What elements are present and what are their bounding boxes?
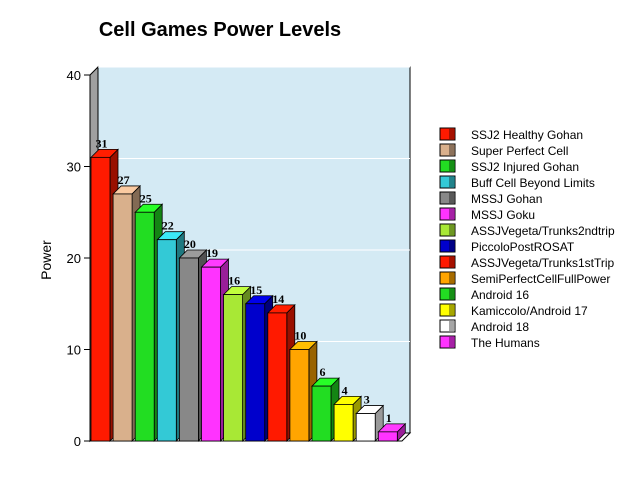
data-label: 10 <box>294 329 306 343</box>
legend-item: The Humans <box>439 335 540 350</box>
data-label: 31 <box>96 136 108 150</box>
legend-item: Super Perfect Cell <box>439 143 568 158</box>
legend-label: MSSJ Gohan <box>471 192 542 206</box>
bar <box>245 303 266 442</box>
legend-label: SSJ2 Healthy Gohan <box>471 128 583 142</box>
legend-item: PiccoloPostROSAT <box>439 239 575 254</box>
legend-swatch-shade <box>449 145 454 155</box>
data-label: 15 <box>250 283 262 297</box>
legend-item: SemiPerfectCellFullPower <box>439 271 610 286</box>
data-label: 6 <box>320 365 326 379</box>
bar-14 <box>377 422 407 442</box>
legend-label: The Humans <box>471 336 540 350</box>
bar <box>355 413 376 442</box>
bar <box>289 349 310 442</box>
chart-title: Cell Games Power Levels <box>99 19 341 41</box>
legend-item: MSSJ Gohan <box>439 191 542 206</box>
bar <box>223 294 244 442</box>
bar-12 <box>333 395 363 442</box>
legend-swatch-shade <box>449 193 454 203</box>
data-label: 16 <box>228 274 240 288</box>
data-label: 4 <box>342 383 348 397</box>
legend-swatch-shade <box>449 273 454 283</box>
legend-swatch-shade <box>449 289 454 299</box>
legend-label: SemiPerfectCellFullPower <box>471 272 610 286</box>
legend-swatch-shade <box>449 161 454 171</box>
legend-swatch-shade <box>449 129 454 139</box>
legend: SSJ2 Healthy Gohan Super Perfect Cell SSJ2… <box>439 127 615 350</box>
legend-swatch-shade <box>449 225 454 235</box>
data-label: 19 <box>206 246 218 260</box>
legend-label: Android 16 <box>471 288 529 302</box>
legend-label: SSJ2 Injured Gohan <box>471 160 579 174</box>
y-tick-label: 10 <box>67 343 81 358</box>
legend-label: MSSJ Goku <box>471 208 535 222</box>
y-tick-label: 40 <box>67 68 81 83</box>
legend-item: Android 18 <box>439 319 529 334</box>
legend-item: MSSJ Goku <box>439 207 535 222</box>
legend-item: Kamiccolo/Android 17 <box>439 303 588 318</box>
bar <box>201 266 221 442</box>
legend-label: PiccoloPostROSAT <box>471 240 575 254</box>
y-tick-label: 30 <box>67 160 81 175</box>
y-tick-label: 0 <box>74 434 81 449</box>
y-axis-label: Power <box>38 240 54 280</box>
bar <box>90 156 111 442</box>
bar <box>112 193 133 442</box>
legend-item: ASSJVegeta/Trunks1stTrip <box>439 255 615 270</box>
bar <box>311 385 332 442</box>
data-label: 3 <box>364 393 370 407</box>
legend-item: SSJ2 Healthy Gohan <box>439 127 583 142</box>
data-label: 27 <box>118 173 130 187</box>
bar <box>134 211 155 442</box>
data-label: 20 <box>184 237 196 251</box>
legend-swatch-shade <box>449 321 454 331</box>
bar <box>333 403 354 442</box>
legend-item: Buff Cell Beyond Limits <box>439 175 595 190</box>
legend-item: Android 16 <box>439 287 529 302</box>
legend-swatch-shade <box>449 209 454 219</box>
legend-swatch-shade <box>449 305 454 315</box>
data-label: 14 <box>272 292 284 306</box>
data-label: 1 <box>386 411 392 425</box>
legend-label: ASSJVegeta/Trunks1stTrip <box>471 256 615 270</box>
legend-swatch-shade <box>449 177 454 187</box>
legend-item: ASSJVegeta/Trunks2ndtrip <box>439 223 615 238</box>
legend-label: Buff Cell Beyond Limits <box>471 176 595 190</box>
legend-item: SSJ2 Injured Gohan <box>439 159 579 174</box>
bar <box>178 257 199 442</box>
bar <box>156 239 177 442</box>
legend-label: ASSJVegeta/Trunks2ndtrip <box>471 224 615 238</box>
legend-label: Super Perfect Cell <box>471 144 568 158</box>
legend-label: Android 18 <box>471 320 529 334</box>
bar <box>377 431 398 442</box>
legend-swatch-shade <box>449 337 454 347</box>
data-label: 25 <box>140 191 152 205</box>
bar <box>267 312 288 442</box>
legend-swatch-shade <box>449 241 454 251</box>
data-label: 22 <box>162 219 174 233</box>
legend-label: Kamiccolo/Android 17 <box>471 304 588 318</box>
y-tick-label: 20 <box>67 251 81 266</box>
legend-swatch-shade <box>449 257 454 267</box>
